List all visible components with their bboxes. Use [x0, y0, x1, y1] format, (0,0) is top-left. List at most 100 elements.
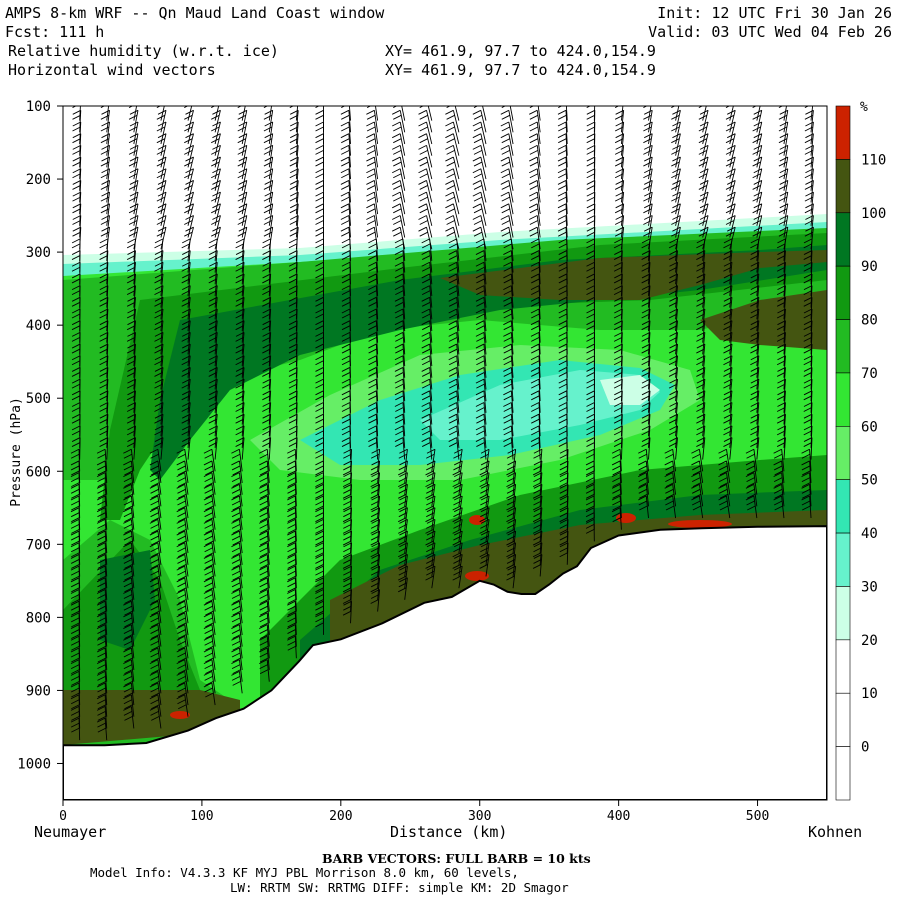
wind-barb-flag [421, 296, 430, 302]
wind-barb-flag [503, 360, 512, 366]
wind-barb-flag [212, 180, 221, 185]
wind-barb-flag [366, 180, 375, 185]
wind-barb-flag [665, 465, 674, 471]
wind-barb-flag [480, 453, 489, 459]
wind-barb-flag [752, 231, 761, 237]
wind-barb-flag [425, 528, 434, 534]
wind-barb-flag [368, 442, 377, 447]
wind-barb-flag [128, 138, 138, 144]
wind-barb-staff [619, 460, 622, 483]
wind-barb-staff [399, 121, 406, 145]
wind-barb-flag [72, 185, 81, 190]
wind-barb-flag [750, 296, 760, 302]
wind-barb-flag [341, 149, 350, 155]
wind-barb-flag [745, 472, 755, 478]
wind-barb-flag [804, 149, 814, 155]
wind-barb-flag [101, 203, 110, 209]
wind-barb-flag [177, 500, 186, 506]
wind-barb-flag [288, 243, 298, 249]
wind-barb-flag [262, 255, 271, 260]
wind-barb-staff [810, 414, 813, 437]
wind-barb-flag [727, 99, 735, 103]
wind-barb-staff [214, 285, 218, 308]
wind-barb-staff [539, 531, 543, 554]
wind-barb-flag [99, 238, 109, 244]
wind-barb-flag [533, 460, 543, 466]
wind-barb-flag [154, 442, 163, 447]
wind-barb-flag [288, 402, 298, 407]
wind-barb-staff [241, 390, 245, 413]
wind-barb-flag [395, 325, 404, 331]
wind-barb-flag [259, 488, 268, 494]
wind-barb-flag [343, 477, 352, 483]
wind-barb-flag [803, 261, 813, 267]
wind-barb-flag [315, 390, 324, 396]
wind-barb-flag [149, 483, 159, 489]
wind-barb-staff [483, 367, 487, 390]
wind-barb-flag [371, 554, 380, 559]
wind-barb-flag [503, 430, 512, 436]
wind-barb-flag [506, 500, 516, 506]
wind-barb-staff [214, 390, 218, 413]
wind-barb-flag [778, 106, 784, 109]
wind-barb-flag [614, 261, 623, 267]
wind-barb-staff [729, 320, 733, 343]
wind-barb-flag [614, 106, 620, 109]
wind-barb-staff [184, 682, 189, 706]
wind-barb-flag [398, 500, 408, 506]
wind-barb-flag [182, 285, 191, 291]
wind-barb-staff [429, 344, 433, 367]
wind-barb-flag [71, 320, 81, 326]
wind-barb-staff [510, 425, 514, 448]
wind-barb-flag [315, 372, 324, 377]
wind-barb-flag [803, 390, 813, 396]
wind-barb-flag [368, 413, 377, 419]
wind-barb-flag [586, 114, 595, 120]
wind-barb-flag [368, 250, 377, 255]
barb-legend: BARB VECTORS: FULL BARB = 10 kts [322, 851, 591, 866]
wind-barb-flag [259, 600, 268, 606]
wind-barb-flag [586, 266, 595, 272]
wind-barb-flag [287, 582, 296, 588]
wind-barb-flag [558, 278, 568, 284]
wind-barb-staff [133, 156, 139, 180]
wind-barb-flag [126, 243, 136, 249]
wind-barb-flag [696, 238, 706, 244]
wind-barb-flag [475, 343, 485, 349]
wind-barb-flag [802, 493, 811, 499]
wind-barb-staff [214, 262, 218, 285]
wind-barb-flag [126, 255, 136, 260]
wind-barb-flag [237, 220, 246, 225]
wind-barb-flag [259, 564, 269, 569]
wind-barb-flag [480, 472, 490, 478]
wind-barb-flag [530, 367, 540, 372]
wind-barb-flag [557, 226, 567, 232]
wind-barb-flag [71, 599, 80, 604]
wind-barb-flag [208, 325, 217, 331]
wind-barb-flag [421, 348, 431, 354]
wind-barb-staff [184, 449, 189, 472]
wind-barb-flag [208, 301, 217, 307]
wind-barb-flag [397, 575, 407, 581]
wind-barb-flag [71, 669, 80, 675]
wind-barb-staff [483, 262, 487, 285]
wind-barb-flag [123, 523, 133, 529]
wind-barb-staff [810, 437, 813, 460]
wind-barb-flag [262, 442, 271, 447]
wind-barb-staff [350, 589, 352, 612]
wind-barb-staff [510, 273, 514, 296]
wind-barb-flag [398, 582, 408, 588]
wind-barb-flag [204, 675, 213, 681]
wind-barb-flag [209, 308, 218, 314]
wind-barb-flag [500, 168, 510, 174]
wind-barb-staff [375, 425, 379, 448]
wind-barb-staff [729, 262, 733, 285]
wind-barb-flag [393, 161, 402, 167]
wind-barb-flag [803, 425, 813, 431]
wind-barb-flag [126, 360, 136, 366]
wind-barb-flag [178, 482, 187, 488]
wind-barb-staff [348, 180, 351, 203]
wind-barb-flag [96, 472, 106, 478]
wind-barb-flag [696, 402, 706, 407]
wind-barb-flag [97, 599, 107, 604]
